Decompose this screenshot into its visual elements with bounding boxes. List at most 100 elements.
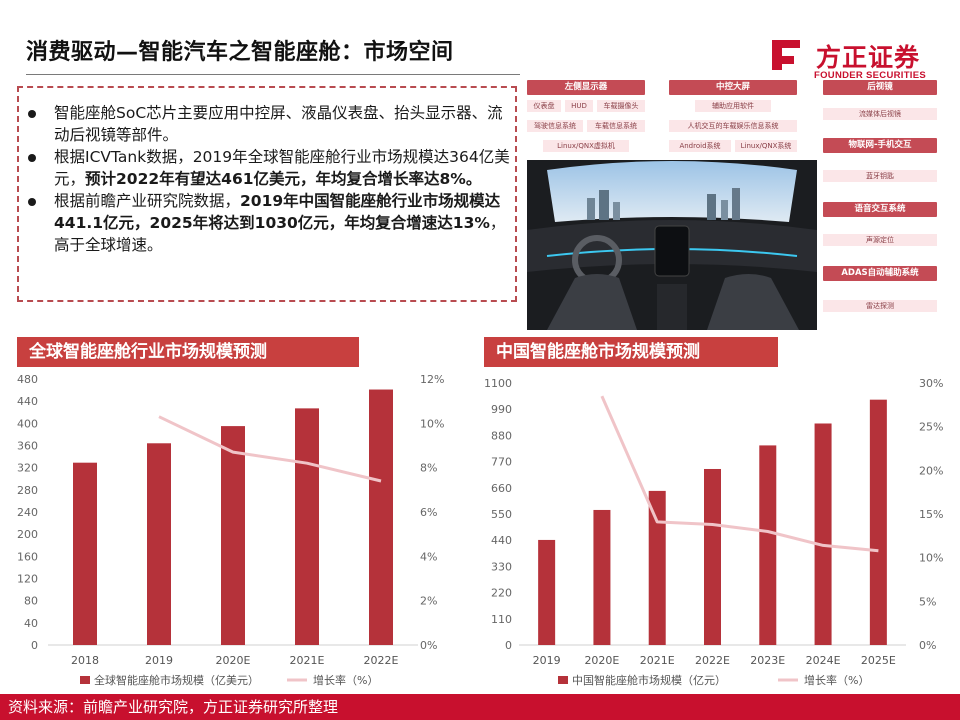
y-left-tick-label: 880 (491, 429, 512, 442)
legend-label-bar: 全球智能座舱市场规模（亿美元） (94, 673, 259, 687)
y-left-tick-label: 330 (491, 560, 512, 573)
cockpit-diagram: 左侧显示器 仪表盘 HUD 车载摄像头 驾驶信息系统 车载信息系统 Linux/… (527, 80, 949, 330)
bullet-item: 根据前瞻产业研究院数据，2019年中国智能座舱行业市场规模达441.1亿元，20… (28, 190, 512, 256)
bullet-dot-icon (28, 154, 36, 162)
x-tick-label: 2021E (290, 654, 325, 667)
bar (704, 468, 721, 645)
y-right-tick-label: 0% (919, 639, 936, 652)
diagram-cell: Linux/QNX系统 (735, 140, 797, 152)
y-left-tick-label: 240 (17, 506, 38, 519)
diagram-cell: Android系统 (669, 140, 731, 152)
diagram-header-voice: 语音交互系统 (823, 202, 937, 217)
y-right-tick-label: 10% (420, 417, 444, 430)
bullet-dot-icon (28, 110, 36, 118)
logo-text-cn: 方正证券 (816, 43, 921, 72)
y-right-tick-label: 12% (420, 373, 444, 386)
bullet-list: 智能座舱SoC芯片主要应用中控屏、液晶仪表盘、抬头显示器、流动后视镜等部件。 根… (28, 102, 512, 256)
y-left-tick-label: 0 (31, 639, 38, 652)
y-left-tick-label: 660 (491, 482, 512, 495)
bullet-text: 根据前瞻产业研究院数据， (54, 192, 241, 210)
legend-swatch-bar (80, 676, 90, 684)
diagram-cell: 仪表盘 (527, 100, 561, 112)
y-left-tick-label: 120 (17, 573, 38, 586)
x-tick-label: 2025E (861, 654, 896, 667)
y-right-tick-label: 4% (420, 550, 437, 563)
bar (869, 399, 887, 645)
x-tick-label: 2019 (533, 654, 561, 667)
y-left-tick-label: 40 (24, 617, 38, 630)
bullet-text: 智能座舱SoC芯片主要应用中控屏、液晶仪表盘、抬头显示器、流动后视镜等部件。 (54, 104, 503, 144)
bullet-frame (17, 86, 517, 302)
bullet-bold-text: 2019年中国智能座舱行业市场规模达441.1亿元，2025年将达到1030亿元… (54, 192, 501, 232)
bullet-item: 根据ICVTank数据，2019年全球智能座舱行业市场规模达364亿美元，预计2… (28, 146, 512, 190)
x-tick-label: 2021E (640, 654, 675, 667)
y-left-tick-label: 400 (17, 417, 38, 430)
diagram-cell: 雷达探测 (823, 300, 937, 312)
y-right-tick-label: 20% (919, 464, 943, 477)
y-left-tick-label: 110 (491, 613, 512, 626)
section-header-global: 全球智能座舱行业市场规模预测 (17, 337, 359, 367)
bar (369, 389, 393, 645)
y-right-tick-label: 2% (420, 595, 437, 608)
bullet-tail-text: ，高于全球增速。 (54, 214, 506, 254)
y-right-tick-label: 30% (919, 377, 943, 390)
growth-rate-line (158, 415, 382, 483)
x-tick-label: 2022E (364, 654, 399, 667)
x-tick-label: 2018 (71, 654, 99, 667)
y-right-tick-label: 10% (919, 552, 943, 565)
y-right-tick-label: 5% (919, 595, 936, 608)
diagram-cell: 声源定位 (823, 234, 937, 246)
legend-label-line: 增长率（%） (804, 673, 869, 687)
bar (73, 462, 97, 645)
diagram-cell: 人机交互的车载娱乐信息系统 (669, 120, 797, 132)
bar (814, 423, 832, 645)
x-tick-label: 2022E (695, 654, 730, 667)
bar (147, 443, 171, 645)
y-left-tick-label: 360 (17, 440, 38, 453)
legend-swatch-bar (558, 676, 568, 684)
y-left-tick-label: 990 (491, 403, 512, 416)
diagram-header-center-screen: 中控大屏 (669, 80, 797, 95)
y-left-tick-label: 160 (17, 550, 38, 563)
diagram-cell: 蓝牙钥匙 (823, 170, 937, 182)
bar (221, 426, 245, 645)
bullet-text: 根据ICVTank数据，2019年全球智能座舱行业市场规模达364亿美元， (54, 148, 510, 188)
y-right-tick-label: 6% (420, 506, 437, 519)
bar (295, 408, 319, 645)
logo-text-en: FOUNDER SECURITIES (814, 70, 927, 81)
diagram-header-left-display: 左侧显示器 (527, 80, 645, 95)
x-tick-label: 2019 (145, 654, 173, 667)
y-left-tick-label: 220 (491, 587, 512, 600)
legend-label-bar: 中国智能座舱市场规模（亿元） (572, 673, 726, 687)
bar (648, 490, 666, 645)
y-right-tick-label: 0% (420, 639, 437, 652)
y-left-tick-label: 480 (17, 373, 38, 386)
y-left-tick-label: 280 (17, 484, 38, 497)
x-tick-label: 2024E (806, 654, 841, 667)
y-left-tick-label: 770 (491, 456, 512, 469)
footer-bar: 资料来源：前瞻产业研究院，方正证券研究所整理 (0, 694, 960, 720)
y-left-tick-label: 320 (17, 462, 38, 475)
y-left-tick-label: 550 (491, 508, 512, 521)
y-right-tick-label: 25% (919, 421, 943, 434)
y-right-tick-label: 8% (420, 462, 437, 475)
y-left-tick-label: 440 (17, 395, 38, 408)
growth-rate-line (600, 395, 879, 553)
diagram-cell: 车载信息系统 (587, 120, 645, 132)
diagram-cell: HUD (565, 100, 593, 112)
bullet-dot-icon (28, 198, 36, 206)
bullet-bold-text: 预计2022年有望达461亿美元，年均复合增长率达8%。 (85, 170, 482, 188)
footer-source: 资料来源：前瞻产业研究院，方正证券研究所整理 (8, 698, 339, 716)
bar (759, 445, 777, 645)
bullet-item: 智能座舱SoC芯片主要应用中控屏、液晶仪表盘、抬头显示器、流动后视镜等部件。 (28, 102, 512, 146)
diagram-cell: 辅助应用软件 (695, 100, 771, 112)
diagram-cell: Linux/QNX虚拟机 (543, 140, 629, 152)
founder-logo-icon (772, 40, 800, 70)
y-left-tick-label: 440 (491, 534, 512, 547)
page-title: 消费驱动—智能汽车之智能座舱：市场空间 (26, 40, 454, 65)
section-header-china: 中国智能座舱市场规模预测 (484, 337, 778, 367)
bar (593, 509, 611, 645)
y-left-tick-label: 1100 (484, 377, 512, 390)
y-right-tick-label: 15% (919, 508, 943, 521)
